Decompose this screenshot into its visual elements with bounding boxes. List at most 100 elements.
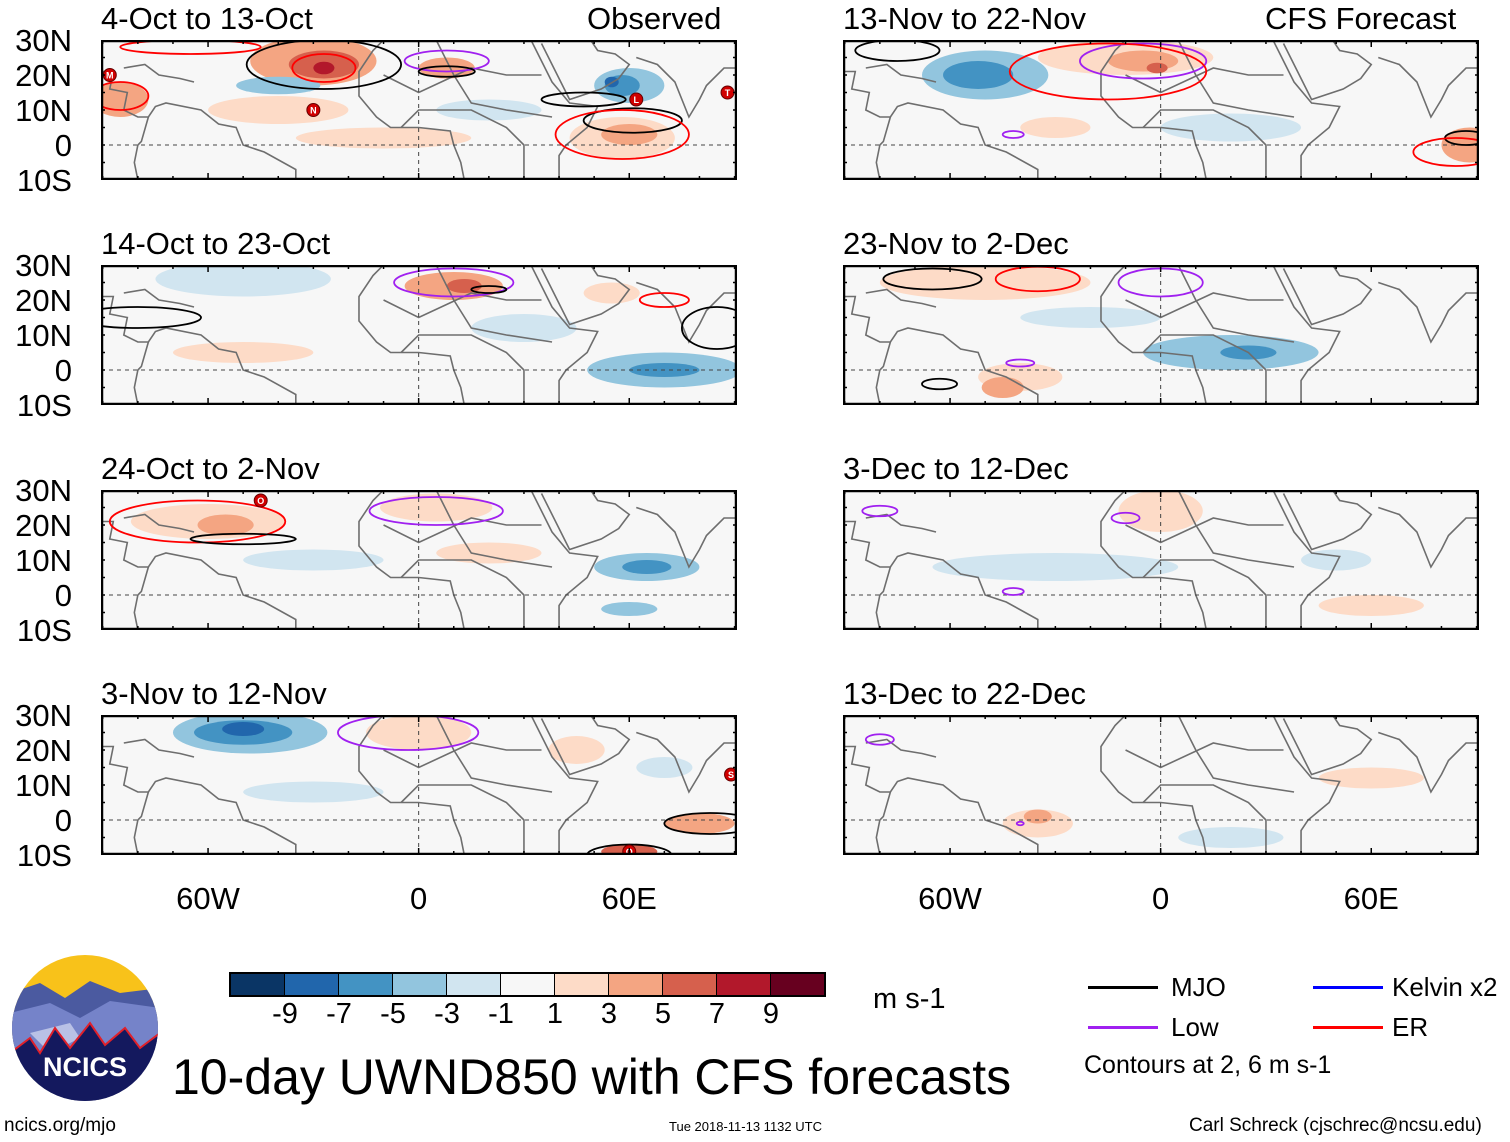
filtered-wave-contour	[1412, 137, 1479, 167]
latitude-label: 20N	[15, 508, 72, 543]
coastline	[358, 490, 466, 630]
wind-anomaly-region	[222, 722, 265, 736]
wind-anomaly-region	[380, 493, 493, 522]
coastline	[540, 265, 631, 326]
wind-anomaly-region	[243, 781, 384, 803]
coastline	[133, 791, 150, 855]
coastline	[1125, 517, 1284, 544]
filtered-wave-contour	[189, 532, 297, 546]
coastline	[1272, 265, 1341, 405]
colorbar-swatch	[285, 974, 339, 995]
wind-anomaly-region	[446, 279, 482, 293]
coastline	[102, 70, 297, 180]
panel-title: 3-Nov to 12-Nov	[101, 676, 327, 711]
filtered-wave-contour	[101, 306, 202, 329]
colorbar-tick-label: -5	[380, 998, 406, 1030]
coastline	[1100, 490, 1208, 630]
coastline	[1142, 559, 1267, 630]
wind-anomaly-region	[208, 96, 349, 124]
storm-letter: M	[106, 71, 114, 81]
storm-letter: S	[728, 770, 734, 780]
coastline	[875, 791, 892, 855]
coastline	[123, 288, 195, 308]
filtered-wave-contour	[540, 91, 627, 108]
coastline	[844, 520, 1039, 630]
coastline	[1378, 731, 1479, 794]
filtered-wave-contour	[291, 53, 357, 83]
latitude-label: 10N	[15, 768, 72, 803]
legend-kelvin-line	[1313, 986, 1383, 989]
map-panel-forecast-2	[843, 265, 1479, 405]
wind-anomaly-region	[1318, 767, 1424, 789]
coastline	[844, 70, 1039, 180]
coastline	[875, 341, 892, 405]
wind-anomaly-region	[243, 549, 384, 571]
latitude-label: 10N	[15, 93, 72, 128]
coastline	[123, 738, 195, 758]
colorbar-swatch	[447, 974, 501, 995]
tropical-cyclone-icon: M	[102, 68, 117, 82]
coastline	[133, 566, 150, 630]
wind-anomaly-region	[636, 757, 693, 778]
coastline	[1282, 40, 1373, 101]
author-credit: Carl Schreck (cjschrec@ncsu.edu)	[1189, 1115, 1482, 1136]
coastline	[1142, 109, 1267, 180]
panel-title: 23-Nov to 2-Dec	[843, 226, 1069, 261]
latitude-label: 10N	[15, 318, 72, 353]
contour-note: Contours at 2, 6 m s-1	[1084, 1051, 1332, 1079]
coastline	[435, 265, 553, 343]
colorbar-tick-label: -9	[272, 998, 298, 1030]
wind-anomaly-region	[1146, 62, 1168, 74]
legend-er-line	[1313, 1026, 1383, 1029]
coastline	[133, 341, 150, 405]
wind-anomaly-region	[601, 124, 658, 145]
wind-anomaly-region	[197, 514, 254, 536]
coastline	[1272, 490, 1341, 630]
filtered-wave-contour	[417, 65, 476, 78]
coastline	[383, 517, 542, 544]
legend-low-label: Low	[1171, 1012, 1219, 1042]
source-link[interactable]: ncics.org/mjo	[4, 1115, 116, 1136]
timestamp: Tue 2018-11-13 1132 UTC	[669, 1119, 822, 1134]
coastline	[1378, 56, 1479, 119]
colorbar-tick-label: 7	[708, 998, 726, 1030]
filtered-wave-contour	[921, 377, 958, 391]
coastline	[1282, 715, 1373, 776]
coastline	[435, 40, 553, 118]
colorbar-swatch	[609, 974, 663, 995]
panel-title: 13-Dec to 22-Dec	[843, 676, 1086, 711]
tropical-cyclone-icon: T	[720, 85, 735, 100]
latitude-label: 10N	[15, 543, 72, 578]
longitude-label: 60W	[176, 881, 240, 916]
colorbar	[229, 972, 826, 997]
filtered-wave-contour	[1001, 130, 1025, 139]
panel-title: 13-Nov to 22-Nov	[843, 1, 1086, 36]
latitude-label: 30N	[15, 248, 72, 283]
coastline	[1177, 265, 1295, 343]
wind-anomaly-region	[664, 813, 735, 834]
wind-anomaly-region	[1160, 113, 1302, 142]
coastline	[1282, 490, 1373, 551]
wind-anomaly-region	[1318, 595, 1424, 616]
colorbar-tick-label: -1	[488, 998, 514, 1030]
wind-anomaly-region	[622, 560, 672, 574]
coastline	[1177, 40, 1295, 118]
coastline	[875, 566, 892, 630]
coastline	[123, 63, 195, 83]
filtered-wave-contour	[1110, 511, 1141, 525]
legend-low-line	[1088, 1026, 1158, 1029]
filtered-wave-contour	[337, 715, 480, 751]
coastline	[1272, 40, 1341, 180]
tropical-cyclone-icon: O	[253, 493, 268, 508]
colorbar-tick-label: 3	[600, 998, 618, 1030]
filtered-wave-contour	[554, 109, 690, 160]
tropical-cyclone-icon: N	[306, 103, 321, 117]
colorbar-tick-label: 5	[654, 998, 672, 1030]
coastline	[540, 40, 631, 101]
coastline	[435, 490, 553, 568]
colorbar-swatch	[717, 974, 771, 995]
filtered-wave-contour	[861, 504, 899, 518]
latitude-label: 0	[54, 128, 72, 163]
longitude-label: 60W	[918, 881, 982, 916]
longitude-label: 60E	[601, 881, 657, 916]
